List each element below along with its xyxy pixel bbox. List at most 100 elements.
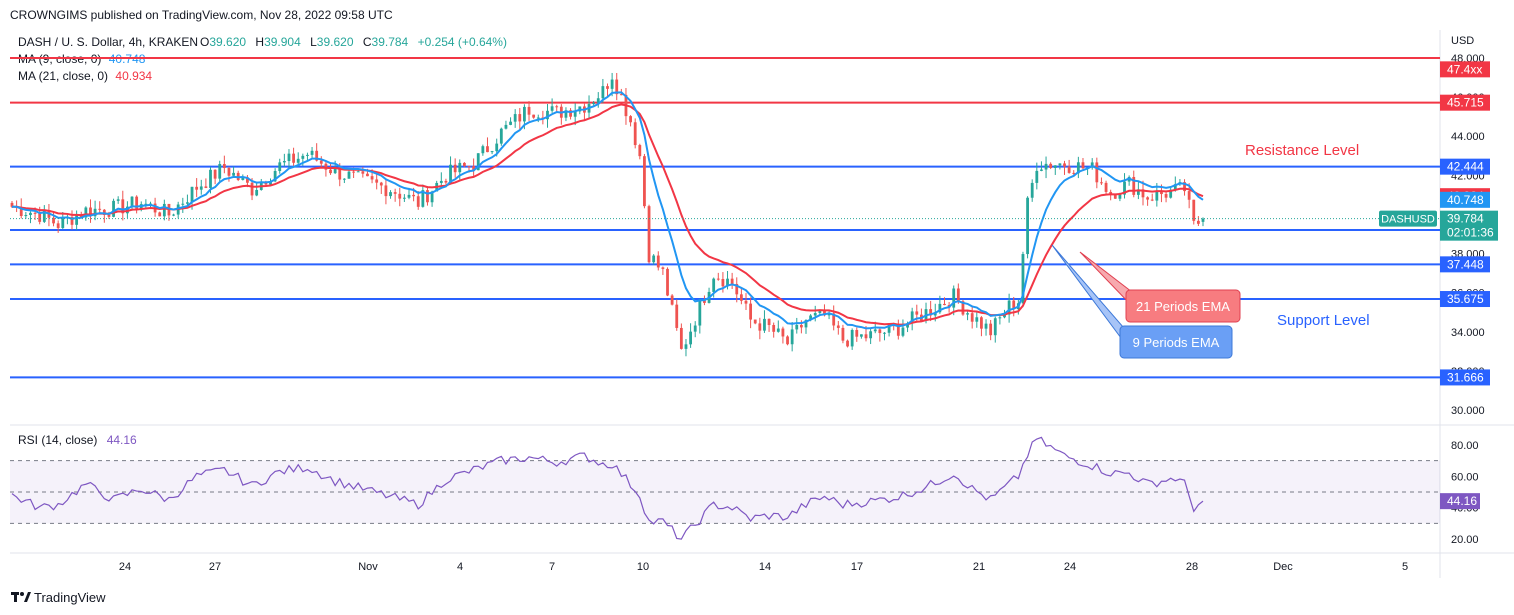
level-tag bbox=[1440, 94, 1490, 111]
candle-body bbox=[462, 162, 466, 166]
candle-body bbox=[407, 194, 411, 198]
candle-body bbox=[518, 114, 522, 122]
candle-body bbox=[827, 313, 831, 316]
candle-body bbox=[850, 329, 854, 347]
candle-body bbox=[679, 327, 683, 349]
candle-body bbox=[873, 329, 877, 332]
candle-body bbox=[836, 325, 840, 328]
candle-body bbox=[227, 168, 231, 176]
candle-body bbox=[458, 162, 462, 173]
level-tag bbox=[1440, 191, 1490, 208]
candle-body bbox=[961, 301, 965, 315]
candle-body bbox=[550, 106, 554, 111]
ema9-callout-text: 9 Periods EMA bbox=[1133, 335, 1220, 350]
candle-body bbox=[89, 207, 92, 217]
candle-body bbox=[1063, 163, 1066, 167]
candle-body bbox=[943, 303, 946, 306]
candle-body bbox=[896, 325, 900, 336]
candle-body bbox=[296, 158, 300, 163]
candle-body bbox=[98, 208, 102, 210]
level-tag bbox=[1440, 158, 1490, 175]
candle-body bbox=[832, 313, 836, 326]
candle-body bbox=[42, 210, 46, 222]
candle-body bbox=[361, 171, 365, 174]
time-tick-label: 24 bbox=[1064, 561, 1076, 573]
candle-body bbox=[813, 313, 817, 316]
level-tag bbox=[1440, 369, 1490, 386]
candle-body bbox=[342, 178, 346, 180]
candle-body bbox=[744, 300, 748, 304]
ma9-line bbox=[11, 91, 1204, 330]
candle-body bbox=[56, 223, 60, 229]
candle-body bbox=[375, 179, 379, 183]
candle-body bbox=[416, 196, 420, 207]
candle-body bbox=[1118, 194, 1122, 199]
tradingview-logo: TradingView bbox=[11, 590, 106, 605]
candle-body bbox=[883, 332, 886, 334]
rsi-value: 44.16 bbox=[107, 433, 137, 447]
candle-body bbox=[795, 324, 799, 330]
ema9-callout: 9 Periods EMA bbox=[1051, 244, 1233, 359]
candle-body bbox=[716, 278, 720, 280]
candle-body bbox=[726, 278, 729, 287]
candle-body bbox=[929, 309, 933, 316]
candle-body bbox=[601, 86, 605, 99]
candle-body bbox=[310, 150, 314, 155]
candle-body bbox=[315, 150, 319, 161]
candle-body bbox=[712, 278, 716, 292]
candle-body bbox=[84, 207, 88, 218]
time-tick-label: 14 bbox=[759, 561, 771, 573]
candle-body bbox=[804, 320, 808, 328]
candle-body bbox=[75, 215, 79, 225]
price-tag bbox=[1440, 210, 1498, 241]
candle-body bbox=[250, 182, 254, 196]
candle-body bbox=[1187, 191, 1191, 200]
candle-body bbox=[647, 206, 651, 263]
level-tag bbox=[1440, 256, 1490, 273]
candle-body bbox=[356, 171, 360, 173]
candle-body bbox=[739, 294, 743, 301]
candle-body bbox=[306, 154, 309, 156]
high-label: H bbox=[255, 35, 264, 49]
candle-body bbox=[1053, 165, 1057, 168]
candle-body bbox=[29, 212, 32, 216]
candle-body bbox=[476, 153, 480, 171]
candle-body bbox=[735, 283, 739, 295]
candle-body bbox=[1081, 162, 1085, 169]
time-tick-label: 24 bbox=[119, 561, 131, 573]
candle-body bbox=[453, 164, 457, 173]
price-tag-countdown: 02:01:36 bbox=[1447, 226, 1494, 240]
candle-body bbox=[481, 146, 485, 154]
ma21-line bbox=[11, 103, 1204, 326]
candle-body bbox=[282, 161, 286, 163]
candle-body bbox=[430, 191, 434, 203]
open-value: 39.620 bbox=[209, 35, 246, 49]
candle-body bbox=[135, 196, 139, 210]
candle-body bbox=[781, 328, 785, 337]
rsi-line bbox=[11, 436, 1204, 540]
candle-body bbox=[975, 317, 979, 322]
candle-body bbox=[1067, 166, 1071, 173]
candle-body bbox=[980, 317, 983, 329]
publisher-line: CROWNGIMS published on TradingView.com, … bbox=[10, 8, 393, 22]
candle-body bbox=[1012, 300, 1016, 310]
candle-body bbox=[952, 288, 956, 308]
candle-body bbox=[633, 122, 637, 146]
candle-body bbox=[652, 255, 656, 263]
candle-body bbox=[162, 203, 166, 217]
candle-body bbox=[370, 176, 374, 180]
candle-body bbox=[93, 208, 97, 217]
candle-body bbox=[426, 190, 429, 203]
candle-body bbox=[592, 102, 596, 105]
candle-body bbox=[606, 86, 609, 89]
candle-body bbox=[596, 98, 600, 103]
candle-body bbox=[490, 151, 494, 153]
open-label: O bbox=[200, 35, 209, 49]
level-tag-label: 35.675 bbox=[1447, 292, 1484, 306]
time-tick-label: 10 bbox=[637, 561, 649, 573]
time-tick-label: 21 bbox=[973, 561, 985, 573]
candle-body bbox=[1141, 189, 1145, 198]
candle-body bbox=[615, 79, 619, 95]
ema21-callout-pointer bbox=[1079, 251, 1133, 308]
low-label: L bbox=[310, 35, 317, 49]
